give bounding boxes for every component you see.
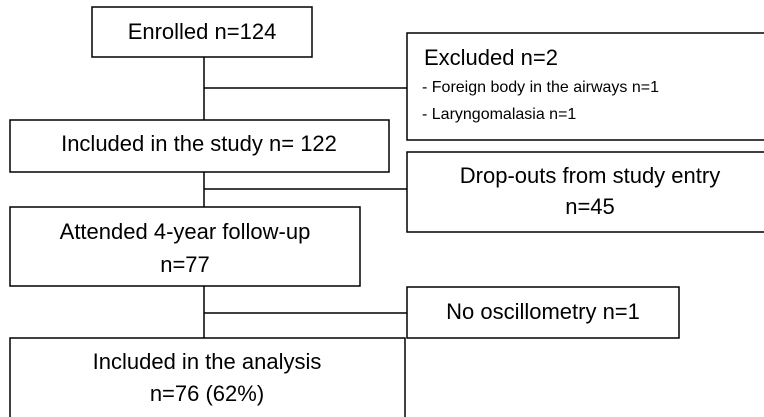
node-label: n=76 (62%): [150, 381, 264, 406]
node-label: Included in the analysis: [93, 349, 322, 374]
node-label: Excluded n=2: [424, 45, 558, 70]
included-box: [9, 119, 390, 173]
dropout-box: [406, 151, 764, 233]
excluded-box: [406, 32, 764, 141]
connector: [203, 286, 407, 338]
node-label: Enrolled n=124: [128, 19, 277, 44]
node-label: n=77: [160, 252, 210, 277]
node-label: - Foreign body in the airways n=1: [422, 79, 659, 96]
attended-box: [9, 206, 361, 287]
connector: [203, 57, 407, 120]
node-label: Attended 4-year follow-up: [60, 219, 311, 244]
enrolled-box: [91, 6, 313, 58]
analysis-box: [9, 337, 406, 417]
node-label: Drop-outs from study entry: [460, 163, 720, 188]
connector: [203, 172, 407, 207]
node-label: - Laryngomalasia n=1: [422, 106, 576, 123]
no-oscillometry-box: [406, 286, 680, 339]
node-label: Included in the study n= 122: [61, 131, 337, 156]
node-label: No oscillometry n=1: [446, 299, 640, 324]
node-label: n=45: [565, 194, 615, 219]
